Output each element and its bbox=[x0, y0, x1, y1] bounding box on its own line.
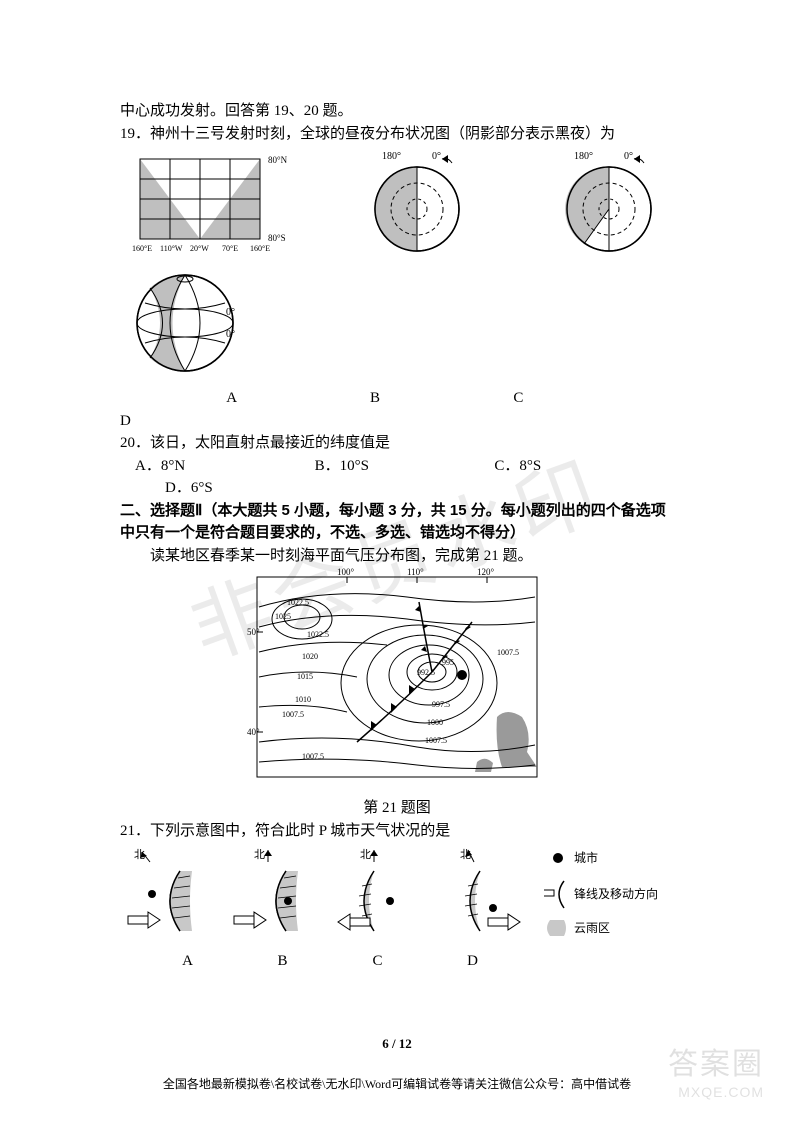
svg-text:995: 995 bbox=[442, 658, 454, 667]
svg-text:110°: 110° bbox=[407, 567, 424, 577]
svg-text:1007.5: 1007.5 bbox=[497, 648, 519, 657]
q19-diagram-b: 180° 0° bbox=[352, 149, 482, 259]
q21-opt-c-diagram: 北 bbox=[332, 846, 422, 946]
svg-text:北: 北 bbox=[254, 848, 265, 861]
svg-text:1015: 1015 bbox=[297, 672, 313, 681]
svg-text:997.5: 997.5 bbox=[432, 700, 450, 709]
lat-s-label: 80°S bbox=[268, 233, 286, 243]
q21-label-row: A B C D bbox=[140, 950, 520, 973]
corner-brand: 答案圈 bbox=[668, 1042, 764, 1087]
q20-opt-c: C．8°S bbox=[494, 455, 674, 478]
q21-label-c: C bbox=[330, 950, 425, 973]
q21-opt-b-diagram: 北 bbox=[226, 846, 316, 946]
q19-diagram-d: 0° 0° bbox=[120, 263, 250, 383]
svg-text:70°E: 70°E bbox=[222, 244, 238, 253]
svg-text:160°E: 160°E bbox=[250, 244, 270, 253]
q21-pressure-map: 100° 110° 120° 50° 40° bbox=[247, 567, 547, 797]
svg-text:180°: 180° bbox=[574, 151, 593, 162]
svg-text:0°: 0° bbox=[624, 151, 633, 162]
q20-opt-b: B．10°S bbox=[315, 455, 495, 478]
q19-label-b: B bbox=[303, 387, 446, 410]
svg-text:160°E: 160°E bbox=[132, 244, 152, 253]
svg-text:1007.5: 1007.5 bbox=[425, 736, 447, 745]
q19-label-a: A bbox=[160, 387, 303, 410]
section2-heading: 二、选择题Ⅱ（本大题共 5 小题，每小题 3 分，共 15 分。每小题列出的四个… bbox=[120, 500, 674, 545]
svg-text:180°: 180° bbox=[382, 151, 401, 162]
q21-label-b: B bbox=[235, 950, 330, 973]
q19-diagram-a: 80°N 80°S 160°E 110°W 20°W 70°E 160°E bbox=[120, 149, 290, 259]
svg-text:1007.5: 1007.5 bbox=[302, 752, 324, 761]
svg-text:110°W: 110°W bbox=[160, 244, 183, 253]
svg-text:1007.5: 1007.5 bbox=[282, 710, 304, 719]
svg-text:20°W: 20°W bbox=[190, 244, 209, 253]
svg-text:992.5: 992.5 bbox=[417, 668, 435, 677]
q21-label-d: D bbox=[425, 950, 520, 973]
svg-text:1022.5: 1022.5 bbox=[307, 630, 329, 639]
svg-text:云雨区: 云雨区 bbox=[574, 921, 610, 935]
svg-text:0°: 0° bbox=[226, 329, 235, 340]
svg-text:1010: 1010 bbox=[295, 695, 311, 704]
svg-text:1022.5: 1022.5 bbox=[287, 598, 309, 607]
q19-label-d: D bbox=[120, 410, 674, 433]
q20-opt-d: D．6°S bbox=[165, 477, 674, 500]
q21-opt-a-diagram: 北 bbox=[120, 846, 210, 946]
q21-intro: 读某地区春季某一时刻海平面气压分布图，完成第 21 题。 bbox=[120, 545, 674, 568]
q21-stem: 21．下列示意图中，符合此时 P 城市天气状况的是 bbox=[120, 820, 674, 843]
q19-stem: 19．神州十三号发射时刻，全球的昼夜分布状况图（阴影部分表示黑夜）为 bbox=[120, 123, 674, 146]
q19-label-row: A B C bbox=[160, 387, 590, 410]
q19-label-c: C bbox=[447, 387, 590, 410]
svg-text:北: 北 bbox=[360, 848, 371, 861]
svg-text:120°: 120° bbox=[477, 567, 495, 577]
q20-options: A．8°N B．10°S C．8°S bbox=[135, 455, 674, 478]
q19-diagram-row1: 80°N 80°S 160°E 110°W 20°W 70°E 160°E 18… bbox=[120, 149, 674, 259]
svg-text:1025: 1025 bbox=[275, 612, 291, 621]
q19-diagram-c: 180° 0° bbox=[544, 149, 674, 259]
q20-stem: 20．该日，太阳直射点最接近的纬度值是 bbox=[120, 432, 674, 455]
page-number: 6 / 12 bbox=[382, 1034, 412, 1054]
svg-text:0°: 0° bbox=[226, 307, 235, 318]
q21-opt-d-diagram: 北 bbox=[438, 846, 528, 946]
lat-n-label: 80°N bbox=[268, 155, 288, 165]
svg-text:1020: 1020 bbox=[302, 652, 318, 661]
q21-label-a: A bbox=[140, 950, 235, 973]
legend-city: 城市 bbox=[574, 850, 598, 865]
q21-map-caption: 第 21 题图 bbox=[120, 797, 674, 820]
footer-text: 全国各地最新模拟卷\名校试卷\无水印\Word可编辑试卷等请关注微信公众号：高中… bbox=[163, 1075, 631, 1093]
q19-diagram-row2: 0° 0° bbox=[120, 263, 674, 383]
svg-text:1000: 1000 bbox=[427, 718, 443, 727]
svg-text:100°: 100° bbox=[337, 567, 355, 577]
q20-opt-a: A．8°N bbox=[135, 455, 315, 478]
section2-text-b: 合题目要求的，不选、多选、错选均不得分） bbox=[225, 524, 525, 541]
intro-line: 中心成功发射。回答第 19、20 题。 bbox=[120, 100, 674, 123]
corner-url: MXQE.COM bbox=[678, 1082, 764, 1103]
svg-text:锋线及移动方向: 锋线及移动方向 bbox=[574, 886, 658, 901]
svg-text:0°: 0° bbox=[432, 151, 441, 162]
q21-legend: 城市 锋线及移动方向 云雨区 bbox=[544, 846, 674, 946]
q21-options-row: 北 北 北 bbox=[120, 846, 674, 946]
q21-map-wrap: 100° 110° 120° 50° 40° bbox=[120, 567, 674, 797]
